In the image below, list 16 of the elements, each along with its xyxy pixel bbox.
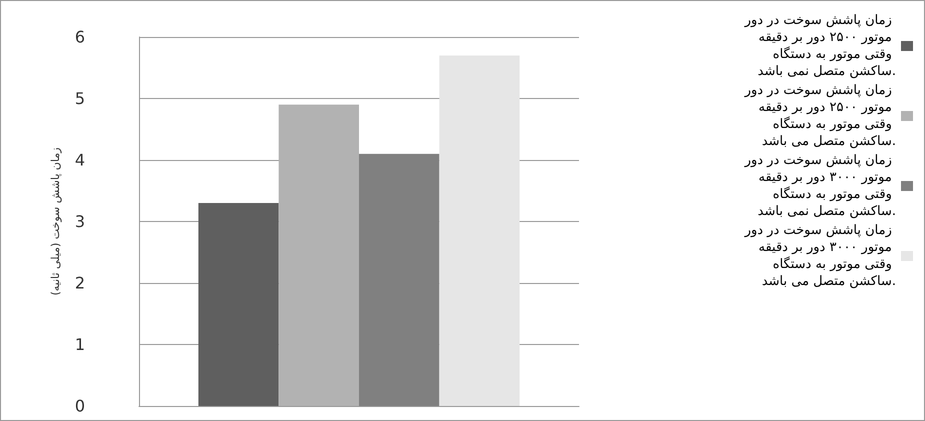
y-tick-label: 2: [74, 274, 85, 292]
bar: [439, 55, 520, 406]
bar: [359, 154, 440, 406]
bar: [278, 104, 359, 406]
y-tick-label: 4: [74, 150, 85, 170]
legend-label: زمان پاشش سوخت در دور موتور ۳۰۰۰ دور بر دقیقه وقتی موتور به دستگاه ساکشن متصل نمی باشد.: [744, 153, 896, 219]
y-tick-label: 5: [74, 89, 85, 108]
legend-label: زمان پاشش سوخت در دور موتور ۲۵۰۰ دور بر دقیقه وقتی موتور به دستگاه ساکشن متصل نمی باشد.: [744, 13, 896, 79]
y-tick-label: 3: [74, 212, 85, 231]
legend-label: زمان پاشش سوخت در دور موتور ۲۵۰۰ دور بر دقیقه وقتی موتور به دستگاه ساکشن متصل می باشد.: [744, 83, 896, 149]
y-tick-label: 1: [74, 335, 85, 354]
y-tick-label: 6: [74, 28, 85, 46]
y-tick-label: 0: [74, 396, 85, 416]
legend-label: زمان پاشش سوخت در دور موتور ۳۰۰۰ دور بر دقیقه وقتی موتور به دستگاه ساکشن متصل می باشد.: [744, 223, 896, 289]
y-axis-title: زمان پاشش سوخت (میلی ثانیه): [49, 147, 62, 296]
bar: [198, 203, 279, 406]
